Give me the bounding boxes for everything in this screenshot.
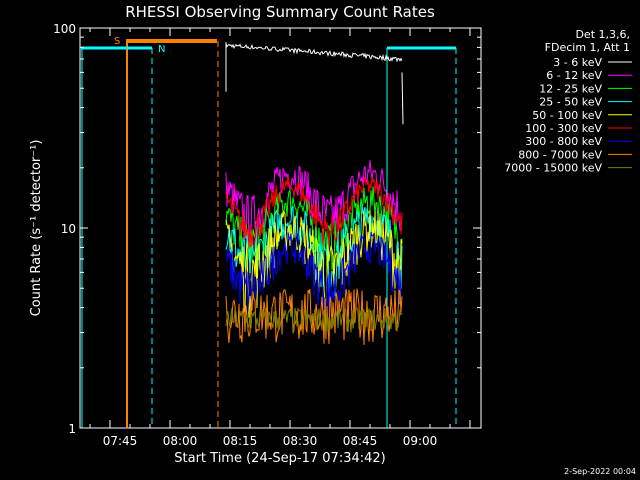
x-axis: 07:45 08:00 08:15 08:30 08:45 09:00 Star…	[89, 28, 471, 466]
trace-800to7000keV	[225, 288, 403, 346]
legend-label: 3 - 6 keV	[553, 56, 602, 69]
legend-label: 100 - 300 keV	[525, 122, 602, 135]
trace-300to800keV	[225, 231, 403, 318]
observing-markers: S N	[81, 36, 457, 428]
x-tick-label-0845: 08:45	[343, 434, 378, 448]
x-tick-label-0745: 07:45	[103, 434, 138, 448]
legend-label: 25 - 50 keV	[539, 96, 602, 109]
legend-header-1: Det 1,3,6,	[575, 28, 630, 41]
saa-label: S	[114, 36, 120, 47]
legend-label: 300 - 800 keV	[525, 135, 602, 148]
x-tick-label-0830: 08:30	[283, 434, 318, 448]
legend-label: 12 - 25 keV	[539, 82, 602, 95]
legend-label: 7000 - 15000 keV	[504, 162, 602, 175]
y-tick-label-1: 1	[68, 422, 76, 436]
x-axis-label: Start Time (24-Sep-17 07:34:42)	[174, 451, 385, 466]
x-tick-marks	[89, 28, 471, 428]
y-tick-label-100: 100	[53, 22, 76, 36]
x-tick-label-0815: 08:15	[223, 434, 258, 448]
data-traces	[225, 42, 404, 346]
trace-7000to15000keV	[225, 306, 403, 334]
trace-100to300keV	[225, 176, 403, 249]
y-axis: 100 10 1 Count Rate (s⁻¹ detector⁻¹)	[29, 22, 481, 436]
footer-date: 2-Sep-2022 00:04	[564, 467, 636, 476]
legend-label: 800 - 7000 keV	[518, 148, 602, 161]
x-tick-label-0800: 08:00	[163, 434, 198, 448]
legend-label: 6 - 12 keV	[546, 69, 602, 82]
chart-title: RHESSI Observing Summary Count Rates	[125, 3, 435, 21]
y-tick-label-10: 10	[61, 222, 76, 236]
y-axis-label: Count Rate (s⁻¹ detector⁻¹)	[29, 140, 44, 317]
y-tick-marks	[80, 27, 481, 429]
night-label: N	[158, 44, 165, 55]
legend-header-2: FDecim 1, Att 1	[545, 41, 630, 54]
legend-label: 50 - 100 keV	[532, 109, 602, 122]
x-tick-label-0900: 09:00	[403, 434, 438, 448]
trace-dropout	[401, 72, 404, 125]
trace-3to6keV	[225, 43, 403, 63]
